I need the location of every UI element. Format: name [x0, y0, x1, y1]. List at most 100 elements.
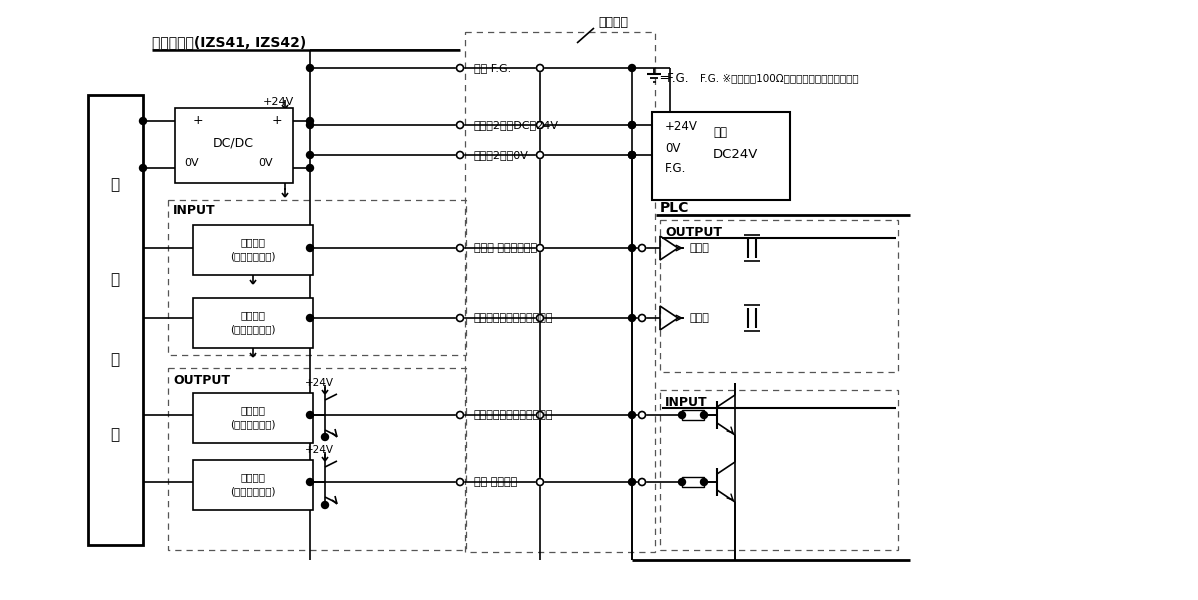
Circle shape [307, 479, 314, 485]
Circle shape [701, 412, 708, 419]
Circle shape [537, 479, 544, 485]
Circle shape [629, 121, 635, 128]
Circle shape [307, 412, 314, 419]
Text: +: + [193, 115, 204, 127]
Circle shape [537, 412, 544, 419]
Text: (フォトカプラ): (フォトカプラ) [230, 251, 276, 261]
Circle shape [629, 151, 635, 158]
Bar [652, 112, 789, 200]
Text: OUTPUT: OUTPUT [173, 373, 230, 386]
Circle shape [678, 479, 685, 485]
Text: (フォトカプラ): (フォトカプラ) [230, 486, 276, 496]
Text: +24V: +24V [305, 445, 334, 455]
Text: OUTPUT: OUTPUT [665, 226, 722, 238]
Text: 0V: 0V [184, 158, 199, 168]
Text: +24V: +24V [665, 121, 698, 133]
Text: DC24V: DC24V [713, 148, 758, 161]
Text: 0V: 0V [665, 142, 680, 154]
Circle shape [537, 64, 544, 71]
Circle shape [537, 245, 544, 251]
Text: 絶縁回路: 絶縁回路 [241, 237, 266, 247]
Bar [682, 477, 704, 487]
Text: INPUT: INPUT [665, 395, 708, 409]
Circle shape [307, 118, 314, 124]
Circle shape [307, 314, 314, 322]
Circle shape [639, 314, 646, 322]
Bar [168, 368, 466, 550]
Circle shape [629, 121, 635, 128]
Circle shape [629, 412, 635, 419]
Bar [168, 200, 466, 355]
Bar [175, 108, 294, 183]
Circle shape [639, 479, 646, 485]
Circle shape [456, 121, 464, 128]
Circle shape [629, 245, 635, 251]
Text: 茶色（2本）DC＋24V: 茶色（2本）DC＋24V [474, 120, 559, 130]
Text: シールド: シールド [598, 16, 628, 28]
Bar [193, 225, 313, 275]
Text: 0V: 0V [258, 158, 273, 168]
Text: 紫色 異常信号: 紫色 異常信号 [474, 477, 518, 487]
Circle shape [456, 245, 464, 251]
Text: 路: 路 [110, 427, 120, 443]
Text: 絶縁回路: 絶縁回路 [241, 405, 266, 415]
Circle shape [307, 245, 314, 251]
Text: F.G. ※接地抗抗100Ω以下で接地してください。: F.G. ※接地抗抗100Ω以下で接地してください。 [700, 73, 859, 83]
Circle shape [139, 118, 146, 124]
Text: ═F.G.: ═F.G. [660, 71, 689, 85]
Bar [660, 390, 898, 550]
Text: 部: 部 [110, 272, 120, 287]
Text: INPUT: INPUT [173, 205, 216, 217]
Circle shape [456, 151, 464, 158]
Text: 緑色 F.G.: 緑色 F.G. [474, 63, 512, 73]
Text: PLC: PLC [660, 201, 689, 215]
Circle shape [307, 121, 314, 128]
Circle shape [307, 151, 314, 158]
Text: 絶縁回路: 絶縁回路 [241, 472, 266, 482]
Text: 回: 回 [110, 352, 120, 367]
Circle shape [139, 164, 146, 172]
Bar [193, 393, 313, 443]
Text: または: または [690, 243, 710, 253]
Text: 黄色メンテナンス検出信号: 黄色メンテナンス検出信号 [474, 410, 553, 420]
Bar [660, 220, 898, 372]
Text: 黄緑色 放電停止信号: 黄緑色 放電停止信号 [474, 243, 537, 253]
Text: +24V: +24V [305, 378, 334, 388]
Circle shape [456, 64, 464, 71]
Circle shape [537, 151, 544, 158]
Circle shape [639, 245, 646, 251]
Bar [465, 32, 655, 552]
Text: F.G.: F.G. [665, 161, 686, 175]
Circle shape [456, 412, 464, 419]
Circle shape [701, 479, 708, 485]
Text: 灰色メンテナンス検出信号: 灰色メンテナンス検出信号 [474, 313, 553, 323]
Circle shape [537, 121, 544, 128]
Text: 電源: 電源 [713, 127, 727, 139]
Circle shape [629, 314, 635, 322]
Text: 青色（2本）0V: 青色（2本）0V [474, 150, 528, 160]
Circle shape [456, 479, 464, 485]
Circle shape [629, 151, 635, 158]
Circle shape [456, 314, 464, 322]
Bar [193, 298, 313, 348]
Text: 内: 内 [110, 178, 120, 193]
Circle shape [307, 64, 314, 71]
Text: イオナイザ(IZS41, IZS42): イオナイザ(IZS41, IZS42) [152, 35, 307, 49]
Circle shape [639, 412, 646, 419]
Circle shape [307, 164, 314, 172]
Text: または: または [690, 313, 710, 323]
Text: +: + [272, 115, 283, 127]
Text: DC/DC: DC/DC [212, 136, 254, 149]
Circle shape [321, 433, 328, 440]
Circle shape [678, 412, 685, 419]
Bar [87, 95, 143, 545]
Circle shape [629, 479, 635, 485]
Bar [682, 410, 704, 420]
Circle shape [537, 314, 544, 322]
Circle shape [629, 151, 635, 158]
Text: (フォトカプラ): (フォトカプラ) [230, 324, 276, 334]
Circle shape [321, 502, 328, 509]
Text: 絶縁回路: 絶縁回路 [241, 310, 266, 320]
Bar [193, 460, 313, 510]
Circle shape [629, 64, 635, 71]
